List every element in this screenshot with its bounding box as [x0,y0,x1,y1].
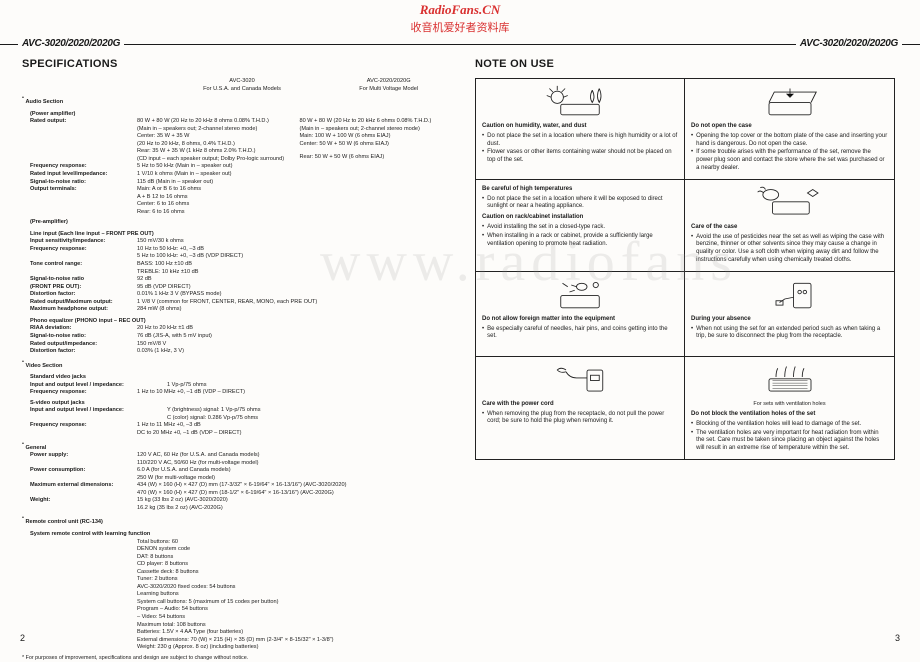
power-cord-icon [545,363,615,398]
care-case-icon [755,186,825,221]
note-care-case: Care of the case •Avoid the use of pesti… [685,180,894,272]
note-power-cord: Care with the power cord •When removing … [476,357,685,459]
footnote: * For purposes of improvement, specifica… [22,655,462,662]
watermark-site: RadioFans.CN [0,2,920,18]
spec-title: SPECIFICATIONS [22,58,462,70]
model-right: AVC-2020/2020G [315,78,462,86]
note-ventilation: For sets with ventilation holes Do not b… [685,357,894,459]
model-right-sub: For Multi Voltage Model [315,86,462,94]
header-bar: AVC-3020/2020/2020G AVC-3020/2020/2020G [0,38,920,52]
rated-output-lbl: Rated output: [22,118,137,133]
note-foreign-matter: Do not allow foreign matter into the equ… [476,272,685,357]
ventilation-icon [755,363,825,398]
note-humidity: Caution on humidity, water, and dust •Do… [476,79,685,180]
header-model-right: AVC-3020/2020/2020G [796,38,902,49]
specifications-page: SPECIFICATIONS AVC-3020 For U.S.A. and C… [22,58,462,662]
humidity-icon [545,85,615,120]
power-amp: (Power amplifier) [22,111,462,119]
foreign-matter-icon [545,278,615,313]
watermark-cn: 收音机爱好者资料库 [0,19,920,35]
page-number-right: 3 [895,633,900,643]
note-on-use-page: NOTE ON USE Caution on humidity, water, … [475,58,895,460]
open-case-icon [755,85,825,120]
note-absence: During your absence •When not using the … [685,272,894,357]
model-left: AVC-3020 [169,78,316,86]
note-temp-rack: Be careful of high temperatures •Do not … [476,180,685,272]
note-open-case: Do not open the case •Opening the top co… [685,79,894,180]
model-left-sub: For U.S.A. and Canada Models [169,86,316,94]
page-number-left: 2 [20,633,25,643]
absence-icon [755,278,825,313]
note-grid: Caution on humidity, water, and dust •Do… [475,78,895,460]
note-title: NOTE ON USE [475,58,895,70]
header-model-left: AVC-3020/2020/2020G [18,38,124,49]
audio-section: Audio Section [26,99,64,107]
spec-body: AVC-3020 For U.S.A. and Canada Models AV… [22,78,462,662]
watermark-header: RadioFans.CN 收音机爱好者资料库 [0,2,920,35]
